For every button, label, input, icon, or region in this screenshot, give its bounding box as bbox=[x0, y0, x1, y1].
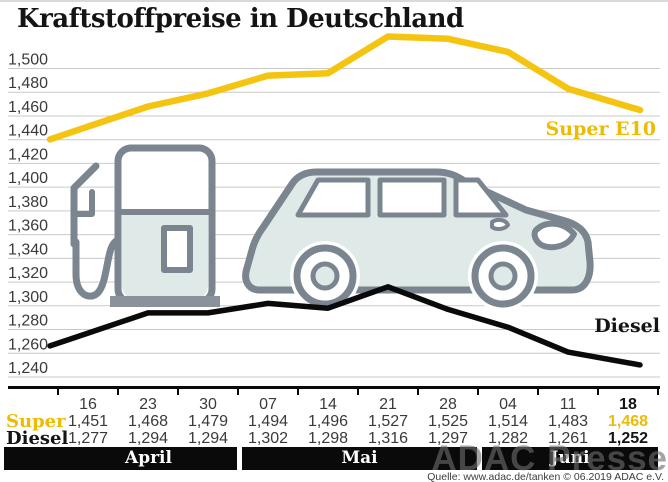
diesel-value-cell: 1,294 bbox=[127, 430, 169, 447]
y-axis-tick-label: 1,340 bbox=[8, 241, 48, 258]
diesel-value-cell: 1,282 bbox=[487, 430, 529, 447]
rear-wheel bbox=[290, 241, 360, 311]
y-axis-tick-label: 1,440 bbox=[8, 123, 48, 140]
y-axis-tick-label: 1,320 bbox=[8, 265, 48, 282]
super-value-cell: 1,496 bbox=[307, 413, 349, 430]
y-axis-tick-label: 1,460 bbox=[8, 99, 48, 116]
month-label-juni: Juni bbox=[550, 448, 590, 468]
date-row: 16 23 30 07 14 21 28 04 11 18 bbox=[0, 396, 668, 413]
super-value-cell: 1,468 bbox=[127, 413, 169, 430]
y-axis-tick-label: 1,360 bbox=[8, 218, 48, 235]
date-cell: 23 bbox=[139, 396, 157, 413]
page-title: Kraftstoffpreise in Deutschland bbox=[17, 4, 464, 34]
date-cell: 04 bbox=[499, 396, 517, 413]
date-cell: 07 bbox=[259, 396, 277, 413]
y-axis-tick-label: 1,240 bbox=[8, 360, 48, 377]
super-row-label: Super bbox=[6, 411, 66, 432]
y-axis-tick-label: 1,280 bbox=[8, 313, 48, 330]
super-e10-line-label: Super E10 bbox=[545, 118, 656, 140]
y-axis-tick-label: 1,380 bbox=[8, 194, 48, 211]
fuel-pump-icon bbox=[70, 144, 220, 307]
date-cell: 14 bbox=[319, 396, 337, 413]
car-icon bbox=[242, 168, 594, 311]
date-cell: 11 bbox=[559, 396, 577, 413]
month-bar-mai: Mai bbox=[242, 447, 477, 470]
front-wheel bbox=[468, 241, 538, 311]
diesel-value-cell: 1,261 bbox=[547, 430, 589, 447]
super-value-cell: 1,451 bbox=[67, 413, 109, 430]
diesel-value-cell: 1,302 bbox=[247, 430, 289, 447]
date-cell: 30 bbox=[199, 396, 217, 413]
diesel-value-cell: 1,316 bbox=[367, 430, 409, 447]
date-cell: 16 bbox=[79, 396, 97, 413]
diesel-value-cell: 1,298 bbox=[307, 430, 349, 447]
date-cell: 21 bbox=[379, 396, 397, 413]
diesel-value-cell: 1,277 bbox=[67, 430, 109, 447]
y-axis-tick-label: 1,300 bbox=[8, 289, 48, 306]
diesel-row-label: Diesel bbox=[6, 428, 69, 449]
source-credit: Quelle: www.adac.de/tanken © 06.2019 ADA… bbox=[427, 471, 664, 482]
y-axis-tick-label: 1,260 bbox=[8, 336, 48, 353]
date-cell: 18 bbox=[619, 396, 637, 413]
diesel-value-cell: 1,252 bbox=[607, 430, 649, 447]
super-value-row: Super 1,451 1,468 1,479 1,494 1,496 1,527 1,52… bbox=[0, 411, 668, 432]
month-label-mai: Mai bbox=[341, 448, 378, 468]
date-cell: 28 bbox=[439, 396, 457, 413]
y-axis-tick-label: 1,420 bbox=[8, 146, 48, 163]
super-value-cell: 1,494 bbox=[247, 413, 289, 430]
super-value-cell: 1,527 bbox=[367, 413, 409, 430]
diesel-value-cell: 1,297 bbox=[427, 430, 469, 447]
super-value-cell: 1,525 bbox=[427, 413, 469, 430]
diesel-value-row: Diesel 1,277 1,294 1,294 1,302 1,298 1,316 1,2… bbox=[0, 428, 668, 449]
month-label-april: April bbox=[125, 448, 172, 468]
super-value-cell: 1,468 bbox=[607, 413, 649, 430]
month-bar-april: April bbox=[4, 447, 237, 470]
adac-presse-watermark: ADAC Presse bbox=[431, 439, 668, 478]
month-bar-juni: Juni bbox=[482, 447, 658, 470]
super-value-cell: 1,483 bbox=[547, 413, 589, 430]
super-value-cell: 1,514 bbox=[487, 413, 529, 430]
diesel-value-cell: 1,294 bbox=[187, 430, 229, 447]
y-axis-tick-label: 1,500 bbox=[8, 52, 48, 69]
diesel-line-label: Diesel bbox=[594, 315, 660, 337]
super-value-cell: 1,479 bbox=[187, 413, 229, 430]
diesel-line bbox=[47, 284, 643, 368]
y-axis-tick-label: 1,480 bbox=[8, 75, 48, 92]
y-axis-tick-label: 1,400 bbox=[8, 170, 48, 187]
